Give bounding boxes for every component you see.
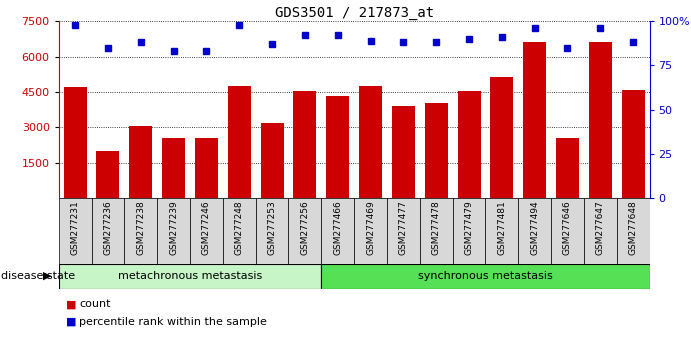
Text: GSM277239: GSM277239 xyxy=(169,200,178,255)
Bar xyxy=(518,198,551,264)
Bar xyxy=(485,198,518,264)
Bar xyxy=(91,198,124,264)
Text: synchronous metastasis: synchronous metastasis xyxy=(418,271,553,281)
Bar xyxy=(223,198,256,264)
Text: GSM277648: GSM277648 xyxy=(629,200,638,255)
Bar xyxy=(228,86,251,198)
Bar xyxy=(321,264,650,289)
Bar xyxy=(162,138,185,198)
Text: GSM277248: GSM277248 xyxy=(235,200,244,255)
Text: GSM277494: GSM277494 xyxy=(530,200,539,255)
Text: GSM277231: GSM277231 xyxy=(70,200,79,255)
Text: GSM277253: GSM277253 xyxy=(267,200,276,255)
Text: GSM277646: GSM277646 xyxy=(563,200,572,255)
Bar xyxy=(256,198,289,264)
Bar xyxy=(59,198,91,264)
Text: disease state: disease state xyxy=(1,271,75,281)
Text: ▶: ▶ xyxy=(44,271,52,281)
Text: GSM277481: GSM277481 xyxy=(498,200,507,255)
Text: GSM277469: GSM277469 xyxy=(366,200,375,255)
Bar xyxy=(294,91,316,198)
Text: GSM277256: GSM277256 xyxy=(301,200,310,255)
Title: GDS3501 / 217873_at: GDS3501 / 217873_at xyxy=(274,6,434,20)
Bar xyxy=(425,103,448,198)
Bar xyxy=(622,90,645,198)
Bar xyxy=(387,198,419,264)
Bar xyxy=(359,86,382,198)
Bar xyxy=(157,198,190,264)
Text: GSM277246: GSM277246 xyxy=(202,200,211,255)
Bar xyxy=(59,264,321,289)
Text: GSM277479: GSM277479 xyxy=(464,200,473,255)
Text: ■: ■ xyxy=(66,299,76,309)
Text: GSM277477: GSM277477 xyxy=(399,200,408,255)
Text: GSM277478: GSM277478 xyxy=(432,200,441,255)
Bar xyxy=(64,87,86,198)
Bar xyxy=(457,91,480,198)
Bar xyxy=(190,198,223,264)
Bar xyxy=(584,198,616,264)
Bar xyxy=(551,198,584,264)
Bar xyxy=(124,198,158,264)
Bar xyxy=(97,151,120,198)
Bar xyxy=(392,106,415,198)
Text: count: count xyxy=(79,299,111,309)
Text: GSM277236: GSM277236 xyxy=(104,200,113,255)
Bar xyxy=(289,198,321,264)
Text: percentile rank within the sample: percentile rank within the sample xyxy=(79,317,267,327)
Bar xyxy=(589,42,612,198)
Bar xyxy=(261,123,283,198)
Text: ■: ■ xyxy=(66,317,76,327)
Text: metachronous metastasis: metachronous metastasis xyxy=(118,271,262,281)
Text: GSM277647: GSM277647 xyxy=(596,200,605,255)
Bar xyxy=(321,198,354,264)
Text: GSM277238: GSM277238 xyxy=(136,200,145,255)
Text: GSM277466: GSM277466 xyxy=(333,200,342,255)
Bar xyxy=(195,138,218,198)
Bar xyxy=(616,198,650,264)
Bar xyxy=(523,42,546,198)
Bar xyxy=(419,198,453,264)
Bar xyxy=(491,77,513,198)
Bar xyxy=(129,126,152,198)
Bar xyxy=(326,96,349,198)
Bar xyxy=(453,198,485,264)
Bar xyxy=(556,138,579,198)
Bar xyxy=(354,198,387,264)
